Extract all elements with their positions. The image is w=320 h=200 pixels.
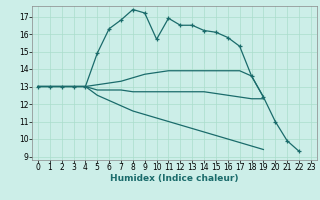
X-axis label: Humidex (Indice chaleur): Humidex (Indice chaleur) bbox=[110, 174, 239, 183]
